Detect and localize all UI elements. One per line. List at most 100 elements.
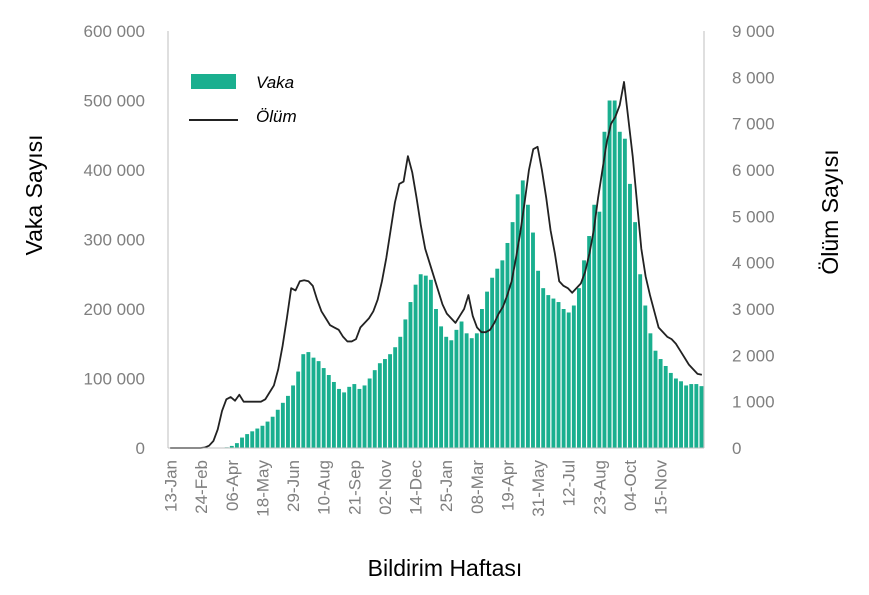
- vaka-bar: [423, 275, 428, 448]
- vaka-bar: [352, 384, 357, 448]
- vaka-bar: [556, 302, 561, 448]
- vaka-bar: [234, 443, 239, 448]
- y-axis-right-title: Ölüm Sayısı: [817, 149, 843, 274]
- vaka-bar: [398, 336, 403, 448]
- vaka-bar: [459, 321, 464, 448]
- x-tick: 23-Aug: [590, 460, 609, 515]
- y-tick-right: 3 000: [732, 300, 775, 319]
- legend-vaka-swatch: [191, 74, 236, 89]
- left-y-tick-labels: 0 100 000 200 000 300 000 400 000 500 000 600 …: [84, 22, 145, 458]
- legend-olum-label: Ölüm: [256, 107, 297, 126]
- vaka-bar: [602, 131, 607, 448]
- vaka-bar: [301, 354, 306, 448]
- vaka-bar: [337, 388, 341, 448]
- vaka-bar: [428, 279, 433, 448]
- x-tick: 21-Sep: [345, 460, 364, 515]
- vaka-bar: [245, 434, 250, 448]
- vaka-bar: [286, 395, 290, 449]
- vaka-bars: [224, 100, 704, 449]
- vaka-bar: [689, 384, 694, 448]
- vaka-bar: [505, 242, 510, 448]
- vaka-bar: [275, 409, 280, 448]
- x-axis-title: Bildirim Haftası: [368, 555, 523, 581]
- vaka-bar: [250, 431, 255, 448]
- vaka-bar: [331, 381, 336, 448]
- vaka-bar: [372, 370, 377, 448]
- vaka-bar: [444, 336, 449, 448]
- legend: Vaka Ölüm: [189, 73, 297, 126]
- vaka-bar: [321, 368, 326, 448]
- vaka-bar: [617, 131, 622, 448]
- vaka-bar: [280, 402, 285, 448]
- vaka-bar: [648, 333, 653, 448]
- vaka-bar: [454, 329, 459, 448]
- vaka-bar: [582, 260, 586, 448]
- vaka-bar: [474, 333, 479, 448]
- vaka-bar: [485, 291, 489, 449]
- vaka-bar: [622, 138, 627, 448]
- x-tick: 25-Jan: [437, 460, 456, 512]
- vaka-bar: [408, 302, 413, 448]
- y-axis-left-title: Vaka Sayısı: [21, 134, 47, 255]
- vaka-bar: [628, 183, 632, 448]
- vaka-bar: [347, 386, 352, 448]
- vaka-bar: [699, 386, 704, 448]
- x-tick: 08-Mar: [468, 460, 487, 514]
- vaka-bar: [377, 363, 382, 448]
- vaka-bar: [362, 385, 367, 448]
- vaka-bar: [576, 288, 581, 448]
- vaka-bar: [255, 428, 260, 448]
- vaka-bar: [587, 236, 592, 448]
- y-tick-right: 9 000: [732, 22, 775, 41]
- vaka-bar: [500, 260, 505, 448]
- olum-line: [170, 81, 703, 449]
- vaka-bar: [684, 385, 689, 448]
- vaka-bar: [490, 277, 495, 448]
- x-tick: 31-May: [529, 460, 548, 517]
- vaka-bar: [638, 274, 643, 448]
- x-tick: 19-Apr: [498, 460, 517, 511]
- y-tick-right: 6 000: [732, 161, 775, 180]
- vaka-bar: [668, 372, 673, 448]
- vaka-bar: [561, 309, 566, 448]
- x-tick-labels: 13-Jan 24-Feb 06-Apr 18-May 29-Jun 10-Aug 21-S…: [162, 460, 671, 517]
- y-tick-right: 1 000: [732, 393, 775, 412]
- y-tick-right: 2 000: [732, 346, 775, 365]
- vaka-bar: [469, 338, 474, 448]
- x-tick: 18-May: [253, 460, 272, 517]
- legend-vaka-label: Vaka: [256, 73, 294, 92]
- vaka-bar: [357, 388, 362, 448]
- y-tick-left: 100 000: [84, 370, 145, 389]
- vaka-bar: [597, 211, 602, 448]
- y-tick-right: 8 000: [732, 68, 775, 87]
- right-y-tick-labels: 0 1 000 2 000 3 000 4 000 5 000 6 000 7 000 8 00…: [732, 22, 775, 458]
- x-tick: 29-Jun: [284, 460, 303, 512]
- vaka-bar: [551, 298, 556, 448]
- y-tick-left: 500 000: [84, 92, 145, 111]
- vaka-bar: [495, 268, 500, 448]
- vaka-bar: [480, 309, 484, 448]
- vaka-bar: [663, 365, 668, 448]
- vaka-bar: [367, 378, 372, 448]
- vaka-bar: [265, 421, 270, 448]
- vaka-bar: [510, 222, 515, 448]
- vaka-bar: [240, 437, 244, 448]
- vaka-bar: [612, 100, 617, 448]
- vaka-bar: [229, 445, 234, 448]
- vaka-bar: [515, 194, 520, 448]
- vaka-bar: [316, 361, 321, 449]
- vaka-bar: [434, 309, 438, 448]
- vaka-bar: [383, 359, 387, 448]
- x-tick: 15-Nov: [652, 460, 671, 515]
- vaka-bar: [536, 270, 541, 448]
- vaka-bar: [531, 232, 535, 448]
- x-tick: 14-Dec: [407, 460, 426, 515]
- y-tick-right: 4 000: [732, 254, 775, 273]
- vaka-bar: [653, 350, 658, 448]
- x-tick: 02-Nov: [376, 460, 395, 515]
- vaka-bar: [679, 381, 683, 448]
- vaka-bar: [326, 375, 331, 448]
- vaka-bar: [546, 295, 551, 448]
- y-tick-left: 200 000: [84, 300, 145, 319]
